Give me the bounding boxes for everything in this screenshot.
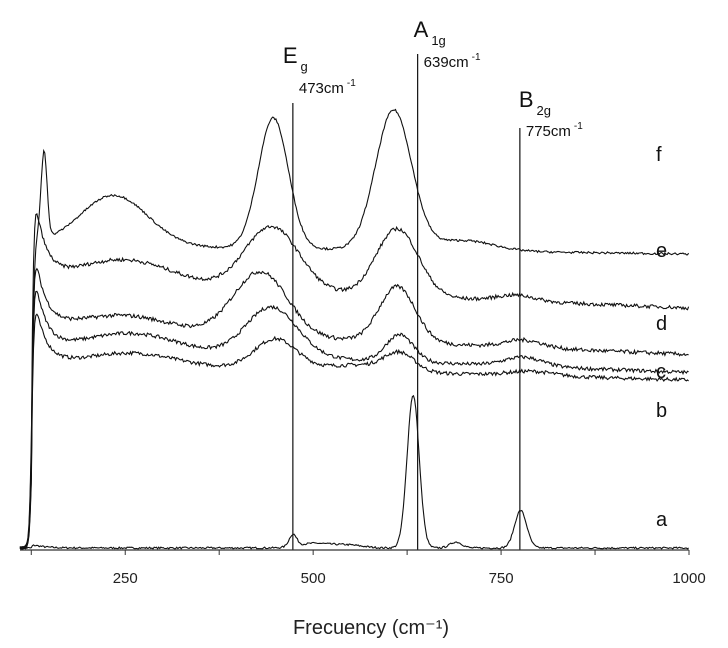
peak-label-b2g: B 2g: [519, 87, 551, 118]
peak-label-a1g: A 1g: [414, 17, 446, 48]
spectrum-line-b: [19, 313, 689, 551]
peak-frequency-eg: 473cm -1: [299, 78, 356, 97]
series-label-b: b: [656, 400, 667, 422]
series-label-d: d: [656, 313, 667, 335]
peak-frequency-a1g: 639cm -1: [424, 52, 481, 71]
spectrum-line-d: [19, 267, 689, 551]
x-axis: 250 500 750 1000: [20, 549, 706, 587]
spectrum-line-c: [19, 290, 689, 550]
spectra-group: [19, 108, 690, 551]
series-labels-group: a bc d e f: [656, 144, 668, 531]
series-label-e: e: [656, 240, 667, 262]
peak-frequency-b2g: 775cm -1: [526, 121, 583, 140]
spectrum-line-f: [19, 108, 690, 550]
spectrum-line-a: [19, 394, 689, 550]
series-label-f: f: [656, 144, 662, 166]
x-tick-label-500: 500: [301, 570, 326, 587]
x-tick-label-1000: 1000: [672, 570, 705, 587]
series-label-a: a: [656, 509, 668, 531]
x-tick-label-250: 250: [113, 570, 138, 587]
spectrum-line-e: [19, 213, 690, 549]
series-label-c: c: [656, 361, 666, 383]
x-tick-label-750: 750: [489, 570, 514, 587]
x-axis-title: Frecuency (cm⁻¹): [293, 617, 449, 639]
